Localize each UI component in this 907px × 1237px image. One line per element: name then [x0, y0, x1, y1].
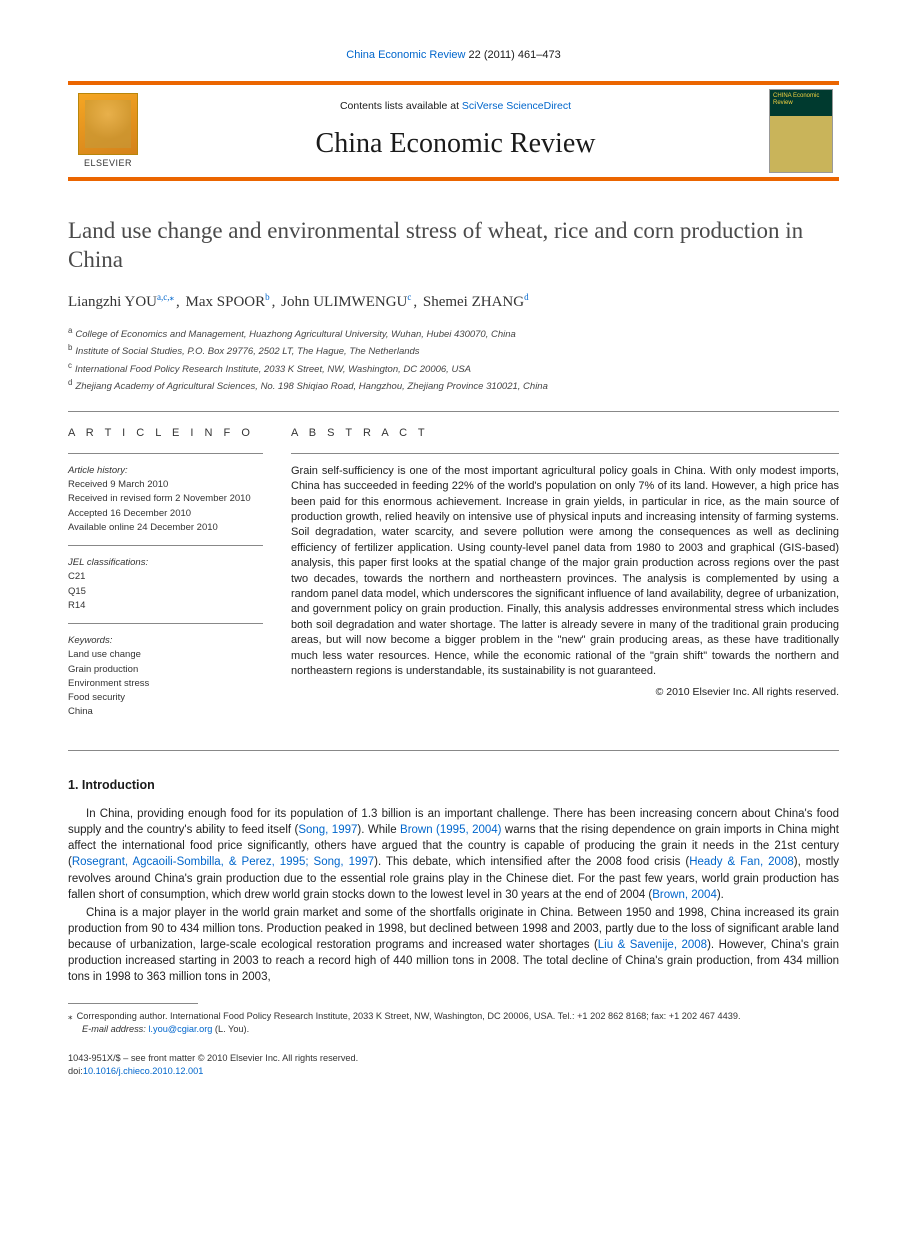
divider: [68, 453, 263, 454]
body-text: ). This debate, which intensified after …: [374, 856, 689, 868]
publisher-logo-block: ELSEVIER: [68, 85, 148, 177]
author: Liangzhi YOUa,c,⁎: [68, 294, 174, 310]
history-line: Available online 24 December 2010: [68, 521, 263, 535]
footnote-rule: [68, 1003, 198, 1004]
jel-head: JEL classifications:: [68, 556, 263, 570]
keywords-block: Keywords: Land use change Grain producti…: [68, 634, 263, 730]
issn-copyright-line: 1043-951X/$ – see front matter © 2010 El…: [68, 1052, 839, 1065]
top-citation: China Economic Review 22 (2011) 461–473: [68, 48, 839, 63]
aff-key: d: [68, 378, 72, 387]
aff-text: International Food Policy Research Insti…: [75, 364, 471, 375]
author-aff-link[interactable]: b: [265, 292, 270, 302]
jel-block: JEL classifications: C21 Q15 R14: [68, 556, 263, 624]
citation-link[interactable]: Brown (1995, 2004): [400, 824, 501, 836]
aff-key: c: [68, 361, 72, 370]
journal-banner: ELSEVIER Contents lists available at Sci…: [68, 81, 839, 181]
sciencedirect-link[interactable]: SciVerse ScienceDirect: [462, 100, 571, 112]
affiliation: cInternational Food Policy Research Inst…: [68, 360, 839, 377]
footnote-text: Corresponding author. International Food…: [77, 1011, 741, 1021]
divider: [68, 750, 839, 751]
affiliation: dZhejiang Academy of Agricultural Scienc…: [68, 377, 839, 394]
email-label: E-mail address:: [82, 1024, 146, 1034]
affiliation: aCollege of Economics and Management, Hu…: [68, 325, 839, 342]
journal-name: China Economic Review: [316, 124, 596, 163]
body-paragraph: China is a major player in the world gra…: [68, 905, 839, 985]
citation-link[interactable]: Heady & Fan, 2008: [689, 856, 794, 868]
author-aff-link[interactable]: c: [407, 292, 411, 302]
citation-link[interactable]: Song, 1997: [298, 824, 357, 836]
history-head: Article history:: [68, 464, 263, 478]
history-line: Received 9 March 2010: [68, 478, 263, 492]
email-link[interactable]: l.you@cgiar.org: [148, 1024, 212, 1034]
author: John ULIMWENGUc: [281, 294, 411, 310]
affiliation-list: aCollege of Economics and Management, Hu…: [68, 325, 839, 395]
divider: [68, 411, 839, 412]
body-text: ). While: [357, 824, 400, 836]
history-line: Received in revised form 2 November 2010: [68, 492, 263, 506]
email-footnote: E-mail address: l.you@cgiar.org (L. You)…: [68, 1023, 839, 1036]
keyword: Grain production: [68, 663, 263, 677]
aff-text: Institute of Social Studies, P.O. Box 29…: [75, 346, 419, 357]
author: Max SPOORb: [186, 294, 270, 310]
elsevier-tree-icon: [78, 93, 138, 155]
doi-link[interactable]: 10.1016/j.chieco.2010.12.001: [83, 1066, 204, 1076]
info-abstract-row: A R T I C L E I N F O Article history: R…: [68, 426, 839, 740]
contents-available-line: Contents lists available at SciVerse Sci…: [340, 99, 571, 114]
citation-link[interactable]: Liu & Savenije, 2008: [598, 939, 707, 951]
banner-right: CHINA Economic Review: [763, 85, 839, 177]
email-tail: (L. You).: [212, 1024, 249, 1034]
keyword: China: [68, 705, 263, 719]
article-info-column: A R T I C L E I N F O Article history: R…: [68, 426, 263, 740]
corresponding-author-footnote: ⁎ Corresponding author. International Foo…: [68, 1010, 839, 1023]
footnote-marker: ⁎: [68, 1011, 73, 1021]
history-line: Accepted 16 December 2010: [68, 507, 263, 521]
article-history-block: Article history: Received 9 March 2010 R…: [68, 464, 263, 546]
jel-code: Q15: [68, 585, 263, 599]
keyword: Food security: [68, 691, 263, 705]
article-info-heading: A R T I C L E I N F O: [68, 426, 263, 441]
citation-link[interactable]: Rosegrant, Agcaoili-Sombilla, & Perez, 1…: [72, 856, 374, 868]
aff-text: College of Economics and Management, Hua…: [75, 329, 515, 340]
author-name: Max SPOOR: [186, 294, 266, 310]
journal-cover-thumb[interactable]: CHINA Economic Review: [769, 89, 833, 173]
abstract-heading: A B S T R A C T: [291, 426, 839, 441]
section-heading-intro: 1. Introduction: [68, 777, 839, 795]
jel-code: R14: [68, 599, 263, 613]
citation-volpages: 22 (2011) 461–473: [466, 49, 561, 61]
keywords-head: Keywords:: [68, 634, 263, 648]
abstract-copyright: © 2010 Elsevier Inc. All rights reserved…: [291, 685, 839, 700]
author-name: John ULIMWENGU: [281, 294, 407, 310]
keyword: Land use change: [68, 648, 263, 662]
aff-key: a: [68, 326, 72, 335]
keyword: Environment stress: [68, 677, 263, 691]
author-name: Shemei ZHANG: [423, 294, 524, 310]
author-corr-link[interactable]: ⁎: [170, 292, 175, 302]
page-footer: 1043-951X/$ – see front matter © 2010 El…: [68, 1052, 839, 1078]
author-aff-link[interactable]: d: [524, 292, 529, 302]
abstract-column: A B S T R A C T Grain self-sufficiency i…: [291, 426, 839, 740]
jel-code: C21: [68, 570, 263, 584]
affiliation: bInstitute of Social Studies, P.O. Box 2…: [68, 342, 839, 359]
abstract-text: Grain self-sufficiency is one of the mos…: [291, 464, 839, 679]
publisher-name: ELSEVIER: [84, 157, 132, 170]
banner-center: Contents lists available at SciVerse Sci…: [148, 85, 763, 177]
author-name: Liangzhi YOU: [68, 294, 157, 310]
body-text: ).: [717, 889, 724, 901]
doi-line: doi:10.1016/j.chieco.2010.12.001: [68, 1065, 839, 1078]
contents-prefix: Contents lists available at: [340, 100, 462, 112]
author-list: Liangzhi YOUa,c,⁎, Max SPOORb, John ULIM…: [68, 291, 839, 313]
citation-journal-link[interactable]: China Economic Review: [346, 49, 465, 61]
cover-thumb-title: CHINA Economic Review: [770, 90, 832, 116]
author: Shemei ZHANGd: [423, 294, 529, 310]
aff-key: b: [68, 343, 72, 352]
body-paragraph: In China, providing enough food for its …: [68, 806, 839, 903]
aff-text: Zhejiang Academy of Agricultural Science…: [75, 381, 547, 392]
article-title: Land use change and environmental stress…: [68, 217, 839, 275]
citation-link[interactable]: Brown, 2004: [652, 889, 717, 901]
author-aff-link[interactable]: a,c,: [157, 292, 170, 302]
doi-label: doi:: [68, 1066, 83, 1076]
divider: [291, 453, 839, 454]
